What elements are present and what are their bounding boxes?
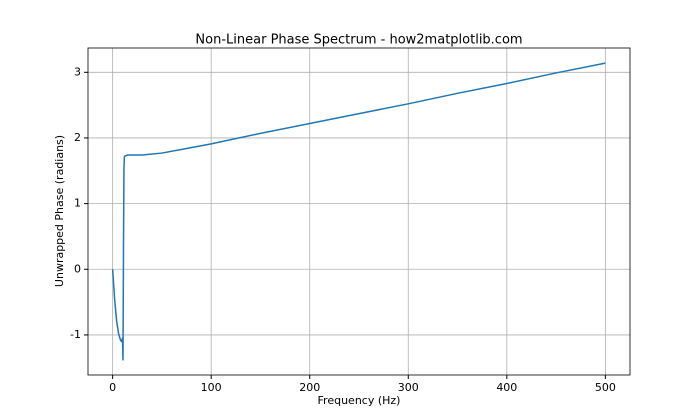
x-tick-label: 200 (299, 381, 320, 394)
x-tick-label: 0 (109, 381, 116, 394)
y-tick-label: 0 (74, 262, 81, 275)
x-axis-label: Frequency (Hz) (318, 394, 401, 407)
x-tick-label: 500 (595, 381, 616, 394)
y-tick-label: -1 (70, 328, 81, 341)
x-tick-label: 400 (496, 381, 517, 394)
data-line (111, 62, 606, 361)
chart-title: Non-Linear Phase Spectrum - how2matplotl… (195, 33, 522, 48)
y-tick-label: 3 (74, 65, 81, 78)
x-tick-label: 300 (398, 381, 419, 394)
axes-frame (87, 47, 631, 376)
y-tick-label: 2 (74, 131, 81, 144)
y-axis-label: Unwrapped Phase (radians) (53, 135, 66, 287)
y-tick-label: 1 (74, 197, 81, 210)
x-tick-label: 100 (201, 381, 222, 394)
